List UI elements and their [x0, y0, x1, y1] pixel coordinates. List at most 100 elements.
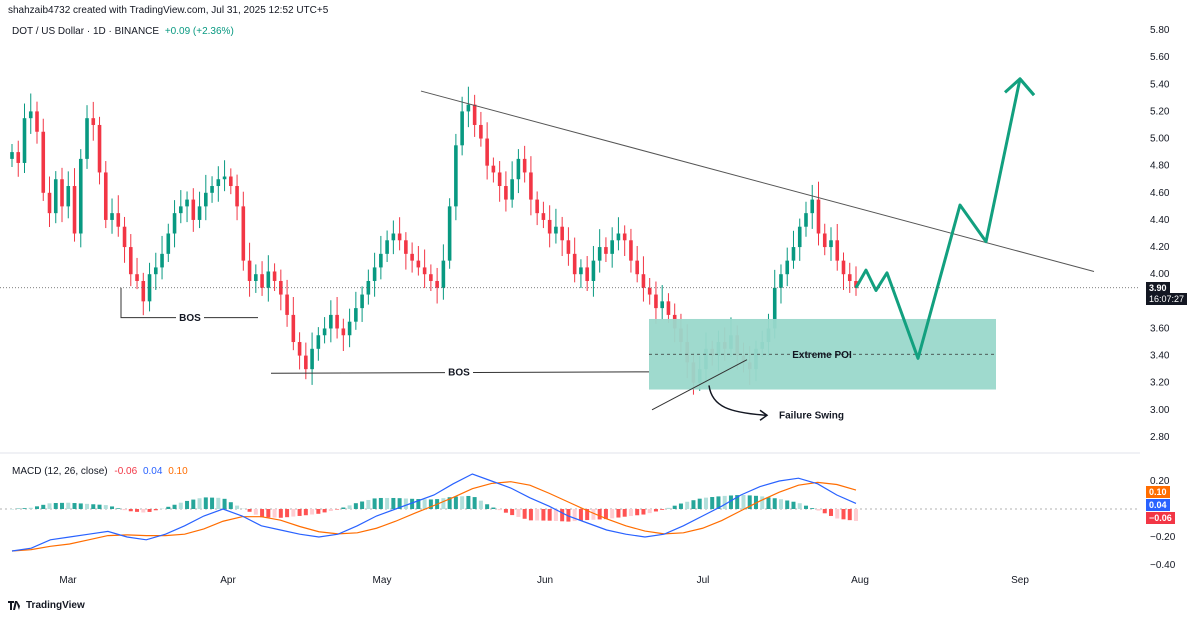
candle-body: [335, 314, 339, 329]
macd-histogram-bar: [103, 505, 108, 509]
macd-histogram-bar: [153, 509, 158, 511]
macd-histogram-bar: [78, 503, 83, 509]
macd-hist-tag: −0.06: [1146, 512, 1175, 524]
macd-histogram-bar: [91, 504, 96, 509]
candle-body: [153, 267, 158, 275]
candle-body: [829, 240, 833, 248]
price-tick-label: 4.20: [1150, 242, 1170, 253]
candle-body: [547, 219, 552, 234]
candle-body: [454, 145, 458, 207]
candle-body: [822, 233, 827, 248]
candle-body: [91, 118, 96, 125]
candle-body: [441, 260, 446, 288]
macd-histogram-bar: [666, 507, 671, 509]
candle-body: [566, 240, 571, 254]
macd-histogram-bar: [122, 509, 127, 511]
candle-body: [166, 233, 171, 254]
candle-body: [235, 186, 239, 207]
macd-histogram-bar: [272, 509, 277, 518]
candle-body: [641, 274, 646, 288]
countdown-tag: 16:07:27: [1146, 293, 1188, 305]
bos-upper-line: [120, 287, 258, 319]
macd-histogram-bar: [185, 500, 190, 509]
candle-body: [285, 294, 289, 315]
ascending-support-line: [651, 359, 748, 411]
macd-histogram-bar: [391, 497, 396, 509]
tradingview-logo[interactable]: TradingView: [8, 600, 85, 611]
price-tick-label: 5.60: [1150, 52, 1170, 63]
macd-line: [11, 473, 857, 552]
macd-histogram-bar: [572, 509, 577, 522]
macd-histogram-bar: [578, 509, 583, 521]
author-line: shahzaib4732 created with TradingView.co…: [8, 5, 329, 16]
macd-histogram-bar: [322, 509, 327, 513]
failure-swing-label: Failure Swing: [779, 410, 844, 421]
tradingview-wordmark: TradingView: [26, 600, 85, 611]
candle-body: [516, 158, 521, 180]
macd-histogram-bar: [822, 509, 827, 514]
macd-histogram-bar: [41, 504, 46, 509]
price-tick-label: 3.40: [1150, 351, 1170, 362]
candle-body: [429, 274, 433, 281]
candle-body: [535, 199, 539, 214]
price-tick-label: 2.80: [1150, 432, 1170, 443]
macd-histogram-bar: [447, 497, 452, 509]
symbol-legend[interactable]: DOT / US Dollar · 1D · BINANCE +0.09 (+2…: [12, 26, 234, 37]
macd-histogram-bar: [222, 498, 227, 509]
candle-body: [297, 342, 302, 356]
candle-body: [404, 240, 408, 254]
macd-tick-label: −0.20: [1150, 532, 1176, 543]
macd-histogram-bar: [141, 509, 146, 513]
candle-body: [28, 111, 33, 119]
macd-histogram-bar: [366, 499, 371, 509]
macd-histogram-bar: [53, 503, 58, 509]
macd-histogram-bar: [516, 509, 521, 517]
macd-histogram-bar: [722, 495, 727, 509]
macd-histogram-bar: [622, 509, 627, 517]
candle-body: [247, 260, 252, 281]
macd-histogram-bar: [497, 509, 502, 511]
candle-body: [785, 260, 790, 275]
macd-histogram-bar: [72, 503, 77, 509]
candle-body: [66, 186, 71, 207]
macd-histogram-bar: [47, 503, 52, 509]
macd-histogram-bar: [491, 507, 496, 509]
candle-body: [222, 176, 227, 180]
symbol-title: DOT / US Dollar · 1D · BINANCE: [12, 26, 160, 37]
symbol-change: +0.09 (+2.36%): [164, 26, 234, 37]
macd-histogram-bar: [210, 497, 215, 509]
macd-histogram-bar: [297, 509, 302, 516]
candle-body: [647, 287, 652, 295]
candle-body: [229, 176, 233, 187]
time-tick-label: Apr: [220, 575, 236, 586]
macd-histogram-bar: [260, 509, 265, 518]
macd-histogram-bar: [291, 509, 296, 517]
candle-body: [472, 104, 477, 125]
macd-histogram-bar: [785, 500, 790, 509]
price-tick-label: 4.80: [1150, 161, 1170, 172]
macd-histogram-bar: [503, 509, 508, 513]
candle-body: [410, 253, 414, 261]
bos-lower-bg: [445, 365, 473, 378]
macd-histogram-bar: [716, 496, 721, 509]
price-tick-label: 5.40: [1150, 79, 1170, 90]
candle-body: [629, 240, 633, 261]
candle-body: [22, 118, 27, 163]
candle-body: [622, 233, 627, 241]
time-tick-label: Sep: [1011, 575, 1029, 586]
candle-body: [366, 280, 371, 295]
candle-body: [191, 199, 196, 220]
macd-histogram-bar: [510, 509, 515, 516]
macd-histogram-bar: [797, 503, 802, 509]
macd-histogram-bar: [85, 503, 90, 509]
macd-histogram-bar: [135, 509, 140, 512]
macd-histogram-bar: [285, 509, 290, 518]
macd-legend[interactable]: MACD (12, 26, close) -0.06 0.04 0.10: [12, 466, 188, 477]
candle-body: [447, 206, 452, 261]
macd-histogram-bar: [310, 509, 315, 515]
macd-histogram-bar: [353, 503, 358, 509]
macd-histogram-bar: [22, 508, 27, 509]
descending-trendline: [420, 90, 1095, 272]
price-axis: 5.80 5.60 5.40 5.20 5.00 4.80 4.60 4.40 4.20 4.00…: [0, 25, 1170, 586]
